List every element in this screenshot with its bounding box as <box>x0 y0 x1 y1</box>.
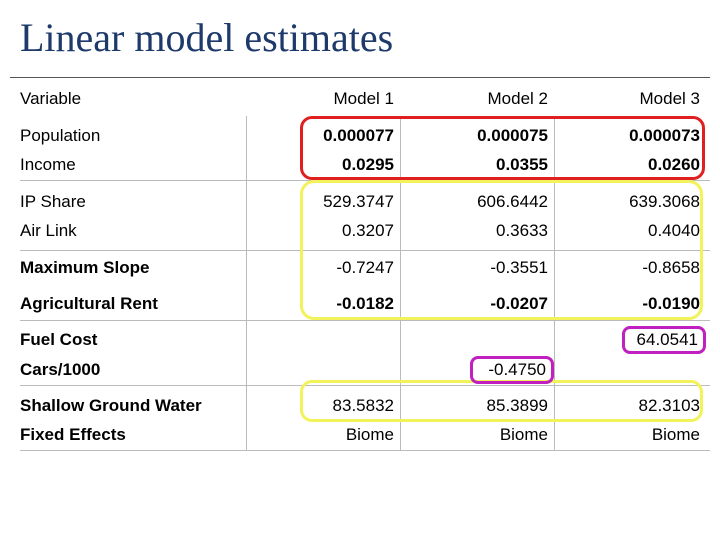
row-value: 82.3103 <box>638 396 700 415</box>
grid-line-row3 <box>20 320 710 321</box>
row-label-fixed-effects: Fixed Effects <box>20 425 126 444</box>
row-label-cars-1000: Cars/1000 <box>20 360 101 379</box>
row-value: 0.4040 <box>648 221 700 240</box>
row-value: 83.5832 <box>332 396 394 415</box>
grid-line-col1 <box>246 116 247 450</box>
row-value: 0.3207 <box>342 221 394 240</box>
row-value: -0.4750 <box>488 360 546 379</box>
row-value: -0.0182 <box>336 294 394 313</box>
row-label-population: Population <box>20 126 101 145</box>
header-model-2: Model 2 <box>487 89 548 108</box>
row-value: 0.000073 <box>629 126 700 145</box>
grid-line-col2 <box>400 116 401 450</box>
grid-line-row5 <box>20 450 710 451</box>
row-value: 64.0541 <box>636 330 698 349</box>
row-value: 0.0355 <box>496 155 548 174</box>
row-value: -0.0190 <box>642 294 700 313</box>
row-label-ip-share: IP Share <box>20 192 86 211</box>
row-label-air-link: Air Link <box>20 221 77 240</box>
header-variable: Variable <box>20 89 82 108</box>
row-label-fuel-cost: Fuel Cost <box>20 330 98 349</box>
row-value: 639.3068 <box>629 192 700 211</box>
row-value: 0.000077 <box>323 126 394 145</box>
row-value: 529.3747 <box>323 192 394 211</box>
row-value: 0.0295 <box>342 155 394 174</box>
highlight-box-red <box>300 116 705 180</box>
row-value: 0.3633 <box>496 221 548 240</box>
row-value: Biome <box>345 425 394 444</box>
grid-line-col3 <box>554 116 555 450</box>
row-value: 0.000075 <box>477 126 548 145</box>
header-model-3: Model 3 <box>639 89 700 108</box>
grid-line-row2 <box>20 250 710 251</box>
row-value: Biome <box>499 425 548 444</box>
row-value: -0.0207 <box>490 294 548 313</box>
slide-title: Linear model estimates <box>20 15 394 60</box>
row-label-income: Income <box>20 155 76 174</box>
title-divider <box>10 77 710 78</box>
row-value: 606.6442 <box>477 192 548 211</box>
row-value: 85.3899 <box>486 396 548 415</box>
row-label-maximum-slope: Maximum Slope <box>20 258 150 277</box>
highlight-box-yellow <box>300 180 703 320</box>
grid-line-row4 <box>20 385 710 386</box>
highlight-box-purple-fuel <box>622 326 706 354</box>
row-value: -0.7247 <box>336 258 394 277</box>
header-model-1: Model 1 <box>333 89 394 108</box>
row-label-agricultural-rent: Agricultural Rent <box>20 294 158 313</box>
row-label-shallow-ground-water: Shallow Ground Water <box>20 396 202 415</box>
row-value: -0.3551 <box>490 258 548 277</box>
row-value: 0.0260 <box>648 155 700 174</box>
row-value: -0.8658 <box>642 258 700 277</box>
row-value: Biome <box>651 425 700 444</box>
highlight-box-purple-cars <box>470 356 554 384</box>
